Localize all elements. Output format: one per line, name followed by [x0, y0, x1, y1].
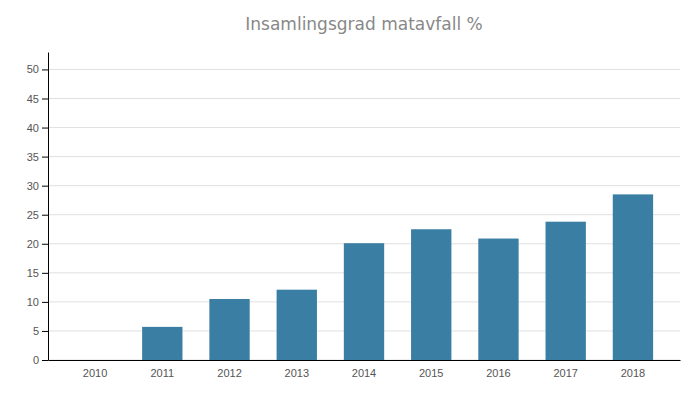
bar — [344, 243, 384, 360]
tick: 0 — [33, 354, 48, 366]
tick-label: 35 — [27, 151, 39, 163]
bar — [546, 222, 586, 360]
tick-mark — [42, 331, 48, 332]
tick: 45 — [27, 93, 48, 105]
tick-label: 10 — [27, 296, 39, 308]
tick-label: 2012 — [217, 367, 241, 379]
tick: 10 — [27, 296, 48, 308]
tick-mark — [42, 215, 48, 216]
tick-mark — [42, 302, 48, 303]
tick: 2018 — [621, 367, 645, 379]
plot-area: 0 5 10 15 20 25 30 35 40 45 50 2010 2011 2012 2013 2014… — [27, 53, 681, 379]
bar — [613, 194, 653, 360]
bar — [411, 229, 451, 360]
tick-label: 2013 — [285, 367, 309, 379]
grid — [48, 69, 680, 360]
tick: 25 — [27, 209, 48, 221]
bar — [142, 327, 182, 360]
tick: 15 — [27, 267, 48, 279]
x-axis: 2010 2011 2012 2013 2014 2015 2016 2017 2018 — [49, 361, 681, 379]
tick: 2012 — [217, 367, 241, 379]
tick: 30 — [27, 180, 48, 192]
bar — [209, 299, 249, 360]
tick-mark — [42, 186, 48, 187]
tick-label: 15 — [27, 267, 39, 279]
axis-line — [48, 53, 49, 361]
tick-label: 45 — [27, 93, 39, 105]
tick-label: 2017 — [553, 367, 577, 379]
tick-mark — [42, 69, 48, 70]
grid-line — [48, 185, 680, 186]
tick: 35 — [27, 151, 48, 163]
tick-mark — [42, 244, 48, 245]
grid-line — [48, 214, 680, 215]
title: Insamlingsgrad matavfall % — [245, 14, 482, 34]
chart: 0 5 10 15 20 25 30 35 40 45 50 2010 2011 2012 2013 2014… — [0, 0, 700, 396]
tick-mark — [42, 273, 48, 274]
y-axis: 0 5 10 15 20 25 30 35 40 45 50 — [27, 53, 49, 367]
grid-line — [48, 156, 680, 157]
tick: 40 — [27, 122, 48, 134]
tick: 2011 — [150, 367, 174, 379]
tick: 2010 — [83, 367, 107, 379]
tick-mark — [42, 98, 48, 99]
tick: 2015 — [419, 367, 443, 379]
grid-line — [48, 127, 680, 128]
tick: 2017 — [553, 367, 577, 379]
tick-mark — [42, 157, 48, 158]
tick-mark — [42, 128, 48, 129]
bar — [478, 239, 518, 360]
axis-line — [49, 360, 681, 361]
tick-label: 2014 — [352, 367, 376, 379]
bar — [277, 290, 317, 360]
tick-mark — [42, 360, 48, 361]
tick: 5 — [33, 325, 48, 337]
tick-label: 30 — [27, 180, 39, 192]
tick-label: 2011 — [150, 367, 174, 379]
tick-label: 50 — [27, 63, 39, 75]
tick: 2014 — [352, 367, 376, 379]
tick: 2016 — [486, 367, 510, 379]
tick-label: 2010 — [83, 367, 107, 379]
tick: 50 — [27, 63, 48, 75]
bar — [75, 360, 115, 361]
tick: 2013 — [285, 367, 309, 379]
tick-label: 25 — [27, 209, 39, 221]
tick: 20 — [27, 238, 48, 250]
grid-line — [48, 69, 680, 70]
tick-label: 40 — [27, 122, 39, 134]
tick-label: 5 — [33, 325, 39, 337]
tick-label: 0 — [33, 354, 39, 366]
tick-label: 2015 — [419, 367, 443, 379]
tick-label: 2016 — [486, 367, 510, 379]
tick-label: 2018 — [621, 367, 645, 379]
bars — [142, 194, 653, 360]
tick-label: 20 — [27, 238, 39, 250]
grid-line — [48, 98, 680, 99]
